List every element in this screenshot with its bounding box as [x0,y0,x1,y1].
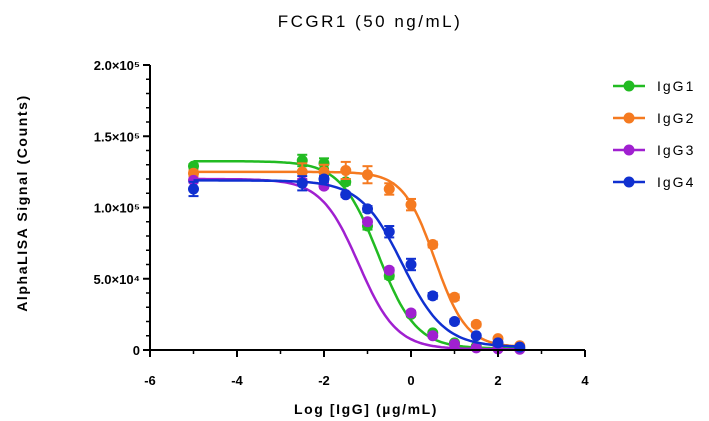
fit-curve-igg4 [193,179,520,348]
y-axis-title: AlphaLISA Signal (Counts) [14,94,30,312]
data-point-igg2 [383,183,395,195]
data-point-igg4 [427,290,439,302]
data-point-igg4 [492,337,504,349]
legend-label-igg2: IgG2 [657,110,695,126]
data-point-igg4 [318,173,330,185]
plot-area [188,153,526,355]
data-point-igg2 [405,199,417,211]
y-tick-label: 1.0×10⁵ [94,201,140,216]
chart-title: FCGR1 (50 ng/mL) [278,12,463,31]
legend-marker-igg3 [623,144,635,156]
x-tick-label: 0 [407,373,414,388]
data-point-igg4 [340,189,352,201]
fit-curve-igg1 [193,159,520,350]
legend-marker-igg1 [623,80,635,92]
y-tick-label: 0 [133,343,140,358]
data-point-igg3 [405,307,417,319]
legend-label-igg1: IgG1 [657,78,695,94]
x-tick-label: -6 [144,373,156,388]
data-point-igg4 [296,177,308,189]
fit-curve-igg2 [193,170,520,348]
data-point-igg4 [188,183,199,195]
data-point-igg2 [427,239,439,251]
data-point-igg3 [362,216,373,228]
data-point-igg3 [449,338,460,350]
x-axis-title: Log [IgG] (µg/mL) [294,401,438,417]
data-point-igg2 [340,164,352,176]
axes: -6 -4 -2 0 2 4 0 5.0×10⁴ 1.0×10⁵ 1.5×10⁵ 2.0×10⁵ [93,58,589,388]
legend-label-igg3: IgG3 [657,142,695,158]
data-point-igg3 [427,330,439,342]
legend-marker-igg4 [623,176,635,188]
data-point-igg4 [470,330,482,342]
x-tick-label: 2 [494,373,501,388]
data-point-igg4 [449,316,460,327]
data-point-igg2 [449,291,460,303]
y-tick-label: 1.5×10⁵ [94,129,140,144]
x-tick-label: 4 [581,373,589,388]
x-tick-label: -4 [231,373,243,388]
data-point-igg2 [296,166,308,178]
y-tick-label: 2.0×10⁵ [94,58,140,73]
data-point-igg3 [383,264,395,276]
legend-label-igg4: IgG4 [657,174,695,190]
data-point-igg4 [383,226,395,238]
x-tick-label: -2 [318,373,330,388]
legend: IgG1 IgG2 IgG3 IgG4 [613,78,695,190]
data-point-igg2 [470,318,482,330]
y-tick-label: 5.0×10⁴ [93,272,140,287]
legend-marker-igg2 [623,112,635,124]
data-point-igg1 [318,157,330,169]
data-point-igg2 [362,169,373,181]
data-point-igg4 [405,259,417,270]
data-point-igg4 [362,203,373,215]
